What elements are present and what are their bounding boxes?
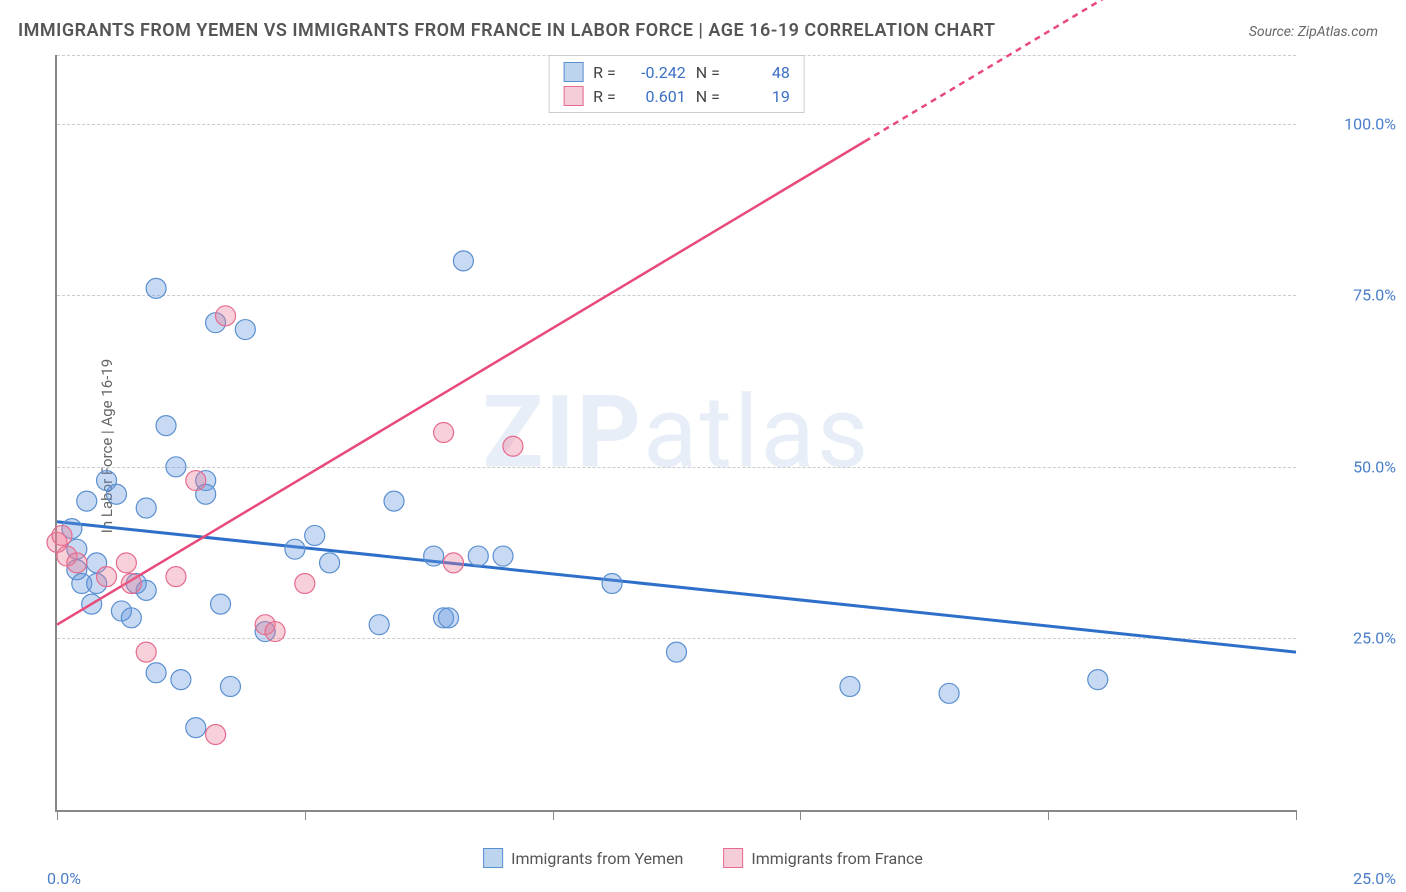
data-point-yemen <box>211 594 231 614</box>
stats-r-label: R = <box>593 87 616 106</box>
data-point-france <box>206 725 226 745</box>
data-point-yemen <box>305 525 325 545</box>
legend-item-france: Immigrants from France <box>723 848 923 868</box>
stats-n-label: N = <box>696 63 720 82</box>
data-point-yemen <box>77 491 97 511</box>
legend-label-yemen: Immigrants from Yemen <box>511 849 683 868</box>
data-point-yemen <box>106 484 126 504</box>
data-point-yemen <box>939 683 959 703</box>
data-point-france <box>186 471 206 491</box>
data-point-yemen <box>146 663 166 683</box>
data-point-france <box>97 567 117 587</box>
legend-item-yemen: Immigrants from Yemen <box>483 848 683 868</box>
data-point-france <box>52 525 72 545</box>
stats-legend-box: R = -0.242 N = 48 R = 0.601 N = 19 <box>548 55 805 113</box>
data-point-yemen <box>186 718 206 738</box>
data-point-france <box>67 553 87 573</box>
data-point-yemen <box>156 416 176 436</box>
data-point-france <box>295 574 315 594</box>
data-point-yemen <box>602 574 622 594</box>
swatch-france <box>563 86 583 106</box>
stats-n-france: 19 <box>730 87 790 106</box>
x-tick-label-min: 0.0% <box>47 869 81 888</box>
swatch-yemen <box>563 62 583 82</box>
legend-swatch-france <box>723 848 743 868</box>
legend-swatch-yemen <box>483 848 503 868</box>
stats-row-yemen: R = -0.242 N = 48 <box>563 60 790 84</box>
chart-title: IMMIGRANTS FROM YEMEN VS IMMIGRANTS FROM… <box>18 20 995 41</box>
data-point-france <box>434 423 454 443</box>
data-point-yemen <box>285 539 305 559</box>
stats-n-label: N = <box>696 87 720 106</box>
stats-r-france: 0.601 <box>626 87 686 106</box>
plot-area: ZIPatlas 25.0%50.0%75.0%100.0% R = -0.24… <box>55 55 1296 812</box>
data-point-yemen <box>121 608 141 628</box>
data-point-yemen <box>424 546 444 566</box>
data-point-france <box>503 436 523 456</box>
data-point-yemen <box>439 608 459 628</box>
data-point-yemen <box>840 676 860 696</box>
stats-r-label: R = <box>593 63 616 82</box>
correlation-chart: IMMIGRANTS FROM YEMEN VS IMMIGRANTS FROM… <box>0 0 1406 892</box>
x-tick-label-max: 25.0% <box>1353 869 1396 888</box>
data-point-france <box>166 567 186 587</box>
y-tick-label: 75.0% <box>1306 286 1396 305</box>
data-point-yemen <box>320 553 340 573</box>
data-point-yemen <box>171 670 191 690</box>
y-tick-label: 100.0% <box>1306 114 1396 133</box>
data-point-france <box>216 306 236 326</box>
data-point-yemen <box>235 320 255 340</box>
data-point-france <box>443 553 463 573</box>
data-point-yemen <box>136 498 156 518</box>
data-point-france <box>121 574 141 594</box>
data-point-france <box>136 642 156 662</box>
data-point-yemen <box>146 278 166 298</box>
data-point-france <box>116 553 136 573</box>
stats-row-france: R = 0.601 N = 19 <box>563 84 790 108</box>
legend-label-france: Immigrants from France <box>751 849 923 868</box>
data-point-yemen <box>1088 670 1108 690</box>
data-point-yemen <box>220 676 240 696</box>
data-point-yemen <box>453 251 473 271</box>
y-tick-label: 50.0% <box>1306 457 1396 476</box>
bottom-legend: Immigrants from Yemen Immigrants from Fr… <box>483 848 923 868</box>
y-tick-label: 25.0% <box>1306 629 1396 648</box>
data-point-yemen <box>369 615 389 635</box>
data-point-france <box>265 622 285 642</box>
plot-svg <box>57 55 1296 810</box>
stats-n-yemen: 48 <box>730 63 790 82</box>
source-attribution: Source: ZipAtlas.com <box>1249 24 1378 40</box>
data-point-yemen <box>493 546 513 566</box>
data-point-yemen <box>384 491 404 511</box>
data-point-yemen <box>166 457 186 477</box>
data-point-yemen <box>667 642 687 662</box>
stats-r-yemen: -0.242 <box>626 63 686 82</box>
data-point-yemen <box>468 546 488 566</box>
